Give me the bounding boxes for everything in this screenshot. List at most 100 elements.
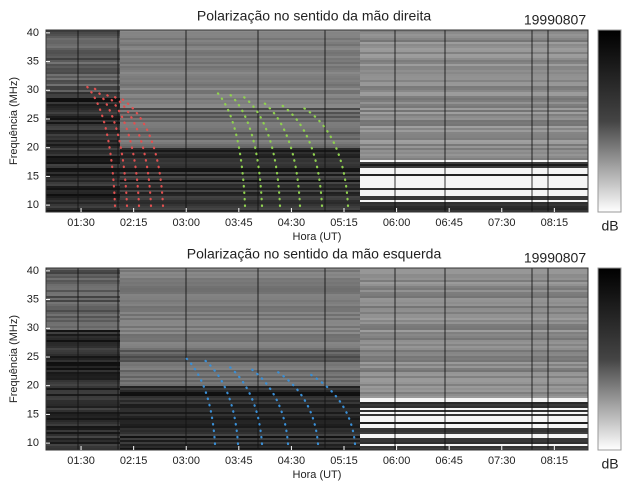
texture-row xyxy=(120,300,360,302)
texture-row xyxy=(360,348,588,350)
x-tick-label: 03:00 xyxy=(172,217,200,229)
texture-row xyxy=(46,150,120,152)
texture-row xyxy=(46,282,120,284)
texture-row xyxy=(120,280,360,282)
texture-row xyxy=(46,64,120,66)
texture-row xyxy=(360,180,588,182)
texture-row xyxy=(46,332,120,334)
texture-row xyxy=(120,436,360,438)
texture-row xyxy=(360,420,588,422)
texture-row xyxy=(120,198,360,200)
texture-row xyxy=(120,444,360,446)
texture-row xyxy=(46,36,120,38)
texture-row xyxy=(360,140,588,142)
texture-row xyxy=(120,30,360,32)
texture-row xyxy=(120,62,360,64)
texture-row xyxy=(120,210,360,212)
texture-row xyxy=(46,86,120,88)
texture-row xyxy=(120,102,360,104)
texture-row xyxy=(46,204,120,206)
x-tick-label: 04:30 xyxy=(278,217,306,229)
texture-row xyxy=(360,210,588,212)
texture-row xyxy=(120,400,360,402)
texture-row xyxy=(360,346,588,348)
texture-row xyxy=(360,166,588,168)
burst-arc xyxy=(308,373,357,446)
texture-row xyxy=(360,432,588,434)
texture-row xyxy=(46,290,120,292)
texture-row xyxy=(360,198,588,200)
texture-row xyxy=(360,388,588,390)
texture-row xyxy=(360,30,588,32)
texture-row xyxy=(360,336,588,338)
texture-row xyxy=(46,308,120,310)
texture-row xyxy=(360,272,588,274)
texture-row xyxy=(46,386,120,388)
texture-row xyxy=(120,110,360,112)
burst-arc xyxy=(92,86,129,208)
texture-row xyxy=(46,54,120,56)
texture-row xyxy=(120,186,360,188)
y-axis-label: Frequência (MHz) xyxy=(8,77,20,165)
texture-row xyxy=(360,80,588,82)
texture-row xyxy=(120,124,360,126)
texture-row xyxy=(360,152,588,154)
texture-row xyxy=(120,180,360,182)
texture-row xyxy=(46,176,120,178)
texture-row xyxy=(360,300,588,302)
texture-row xyxy=(360,98,588,100)
texture-row xyxy=(360,428,588,430)
texture-row xyxy=(120,192,360,194)
texture-row xyxy=(46,436,120,438)
texture-row xyxy=(360,168,588,170)
texture-row xyxy=(120,282,360,284)
texture-row xyxy=(120,410,360,412)
texture-row xyxy=(120,128,360,130)
texture-row xyxy=(120,194,360,196)
texture-row xyxy=(120,80,360,82)
texture-row xyxy=(120,72,360,74)
burst-arc xyxy=(274,369,320,446)
y-tick-label: 25 xyxy=(27,351,39,363)
texture-row xyxy=(46,48,120,50)
texture-row xyxy=(46,154,120,156)
texture-row xyxy=(46,392,120,394)
texture-row xyxy=(120,286,360,288)
y-tick-label: 30 xyxy=(27,322,39,334)
texture-row xyxy=(360,118,588,120)
x-tick-label: 07:30 xyxy=(488,455,516,467)
texture-row xyxy=(120,86,360,88)
texture-row xyxy=(46,156,120,158)
texture-row xyxy=(120,402,360,404)
texture-row xyxy=(120,372,360,374)
chart-title: Polarização no sentido da mão direita xyxy=(197,8,431,24)
texture-row xyxy=(120,278,360,280)
texture-row xyxy=(120,54,360,56)
texture-row xyxy=(46,374,120,376)
x-tick-label: 05:15 xyxy=(330,455,358,467)
texture-row xyxy=(120,438,360,440)
texture-row xyxy=(46,364,120,366)
plot-frame xyxy=(45,267,589,451)
texture-row xyxy=(46,354,120,356)
texture-row xyxy=(360,72,588,74)
texture-row xyxy=(360,150,588,152)
texture-row xyxy=(360,310,588,312)
y-tick-label: 40 xyxy=(27,27,39,39)
texture-row xyxy=(120,208,360,210)
texture-row xyxy=(46,434,120,436)
texture-row xyxy=(360,120,588,122)
texture-row xyxy=(360,142,588,144)
colorbar-label: dB xyxy=(601,456,618,472)
texture-row xyxy=(120,172,360,174)
texture-row xyxy=(46,60,120,62)
texture-row xyxy=(46,38,120,40)
texture-row xyxy=(360,342,588,344)
texture-row xyxy=(120,50,360,52)
texture-row xyxy=(46,302,120,304)
texture-row xyxy=(120,136,360,138)
texture-row xyxy=(120,396,360,398)
texture-row xyxy=(46,444,120,446)
texture-row xyxy=(46,366,120,368)
texture-row xyxy=(46,188,120,190)
